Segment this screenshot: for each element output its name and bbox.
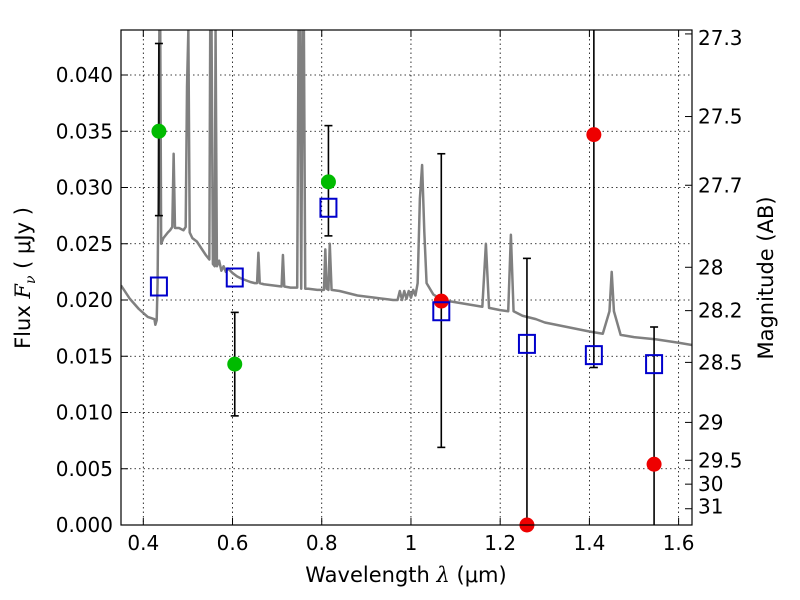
- x-tick-label-0: 0.4: [127, 531, 159, 555]
- error-bars: [154, 30, 659, 525]
- model-spectrum: [121, 30, 692, 347]
- y-tick-label-0: 0.000: [56, 513, 113, 537]
- observed-point-1: [227, 356, 243, 372]
- observed-point-3: [433, 293, 449, 309]
- y2-tick-label-2: 27.7: [698, 173, 743, 197]
- y-tick-label-6: 0.030: [56, 176, 113, 200]
- y-tick-label-2: 0.010: [56, 401, 113, 425]
- x-axis-label-prefix: Wavelength: [305, 563, 436, 587]
- y-tick-label-5: 0.025: [56, 232, 113, 256]
- x-tick-label-1: 0.6: [217, 531, 249, 555]
- y2-tick-label-1: 27.5: [698, 105, 743, 129]
- y2-tick-label-7: 29.5: [698, 448, 743, 472]
- model-phot-point-3: [432, 301, 451, 322]
- y2-tick-label-5: 28.5: [698, 350, 743, 374]
- y2-axis-label: Magnitude (AB): [754, 196, 778, 359]
- y-axis-label-prefix: Flux: [11, 299, 35, 349]
- x-tick-label-5: 1.4: [573, 531, 605, 555]
- observed-point-2: [320, 174, 336, 190]
- y2-tick-label-8: 30: [698, 472, 723, 496]
- y2-tick-label-3: 28: [698, 255, 723, 279]
- x-axis-label-unit: (μm): [450, 563, 507, 587]
- y-tick-label-1: 0.005: [56, 457, 113, 481]
- x-tick-label-4: 1.2: [484, 531, 516, 555]
- observed-points: [151, 123, 662, 533]
- model-spectrum-line: [121, 30, 692, 347]
- y2-tick-label-4: 28.2: [698, 299, 743, 323]
- x-tick-label-2: 0.8: [306, 531, 338, 555]
- grid: [121, 30, 692, 526]
- model-phot-point-2: [319, 197, 338, 218]
- y2-tick-label-9: 31: [698, 495, 723, 519]
- model-photometry: [149, 197, 664, 375]
- model-phot-point-4: [517, 333, 536, 354]
- observed-point-6: [646, 456, 662, 472]
- y-tick-label-7: 0.035: [56, 119, 113, 143]
- model-phot-point-0: [149, 276, 168, 297]
- x-axis-label: Wavelength λ (μm): [305, 563, 506, 587]
- y-tick-label-3: 0.015: [56, 344, 113, 368]
- y2-tick-label-0: 27.3: [698, 26, 743, 50]
- model-phot-point-1: [225, 267, 244, 288]
- y-tick-label-4: 0.020: [56, 288, 113, 312]
- model-phot-point-5: [584, 345, 603, 366]
- y-axis-label-unit: ( μJy ): [11, 207, 35, 275]
- plot-frame: [120, 29, 693, 526]
- y-ticks: 0.000 0.005 0.010 0.015 0.020 0.025 0.030 0.035…: [56, 63, 128, 537]
- y-axis-label-subscript: ν: [23, 275, 39, 284]
- y-axis-label-symbol: F: [11, 283, 35, 300]
- observed-point-5: [586, 127, 602, 143]
- y-axis-label: Flux Fν ( μJy ): [11, 207, 39, 349]
- x-tick-label-3: 1: [405, 531, 418, 555]
- y-tick-label-8: 0.040: [56, 63, 113, 87]
- observed-point-0: [151, 123, 167, 139]
- x-axis-label-symbol: λ: [436, 563, 450, 587]
- model-phot-point-6: [645, 354, 664, 375]
- x-tick-label-6: 1.6: [663, 531, 695, 555]
- x-ticks: 0.4 0.6 0.8 1 1.2 1.4 1.6: [127, 30, 695, 555]
- y2-tick-label-6: 29: [698, 410, 723, 434]
